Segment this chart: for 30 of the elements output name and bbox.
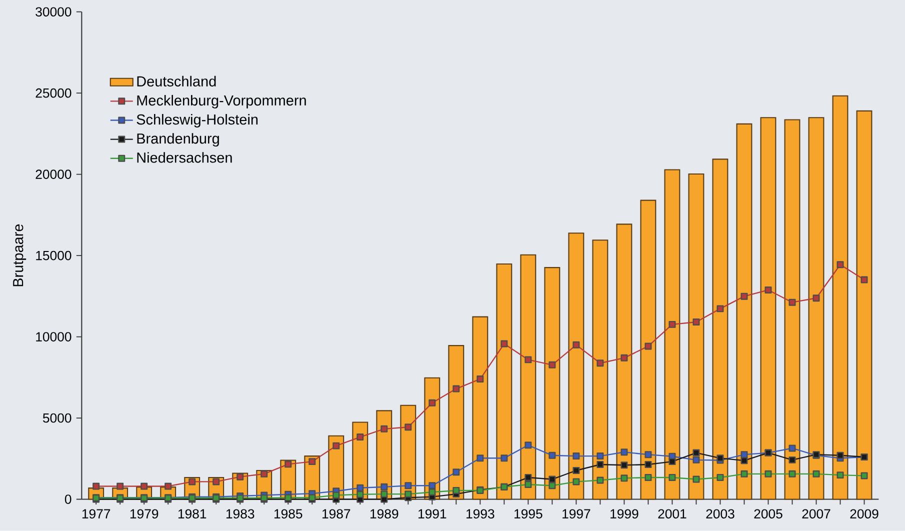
legend-label: Mecklenburg-Vorpommern: [137, 95, 306, 108]
legend-label: Niedersachsen: [137, 152, 232, 163]
legend-label: Brandenburg: [137, 133, 219, 147]
x-tick-label: 1983: [226, 509, 254, 519]
legend-label: Schleswig-Holstein: [136, 114, 258, 128]
x-tick-label: 1993: [466, 509, 494, 519]
y-tick-label: 30000: [36, 7, 72, 17]
x-tick-label: 2009: [850, 509, 878, 519]
x-tick-label: 2003: [706, 509, 734, 519]
x-tick-label: 1995: [514, 509, 542, 519]
x-tick-label: 1989: [370, 509, 398, 519]
y-axis-title: Brutpaare: [13, 224, 26, 286]
x-tick-label: 1999: [610, 509, 638, 519]
x-tick-label: 1987: [322, 509, 350, 519]
x-tick-label: 1979: [130, 509, 158, 519]
x-tick-label: 1991: [418, 509, 446, 519]
y-tick-label: 25000: [36, 88, 72, 98]
x-tick-label: 1981: [178, 509, 206, 519]
x-tick-label: 2005: [754, 509, 782, 519]
x-tick-label: 2001: [658, 509, 686, 519]
legend-label: Deutschland: [137, 76, 216, 87]
y-tick-label: 0: [64, 494, 72, 504]
y-tick-label: 15000: [36, 250, 72, 260]
y-tick-label: 20000: [36, 170, 72, 180]
y-tick-label: 10000: [36, 332, 72, 342]
x-tick-label: 1977: [82, 509, 110, 519]
x-tick-label: 2007: [802, 509, 830, 519]
y-tick-label: 5000: [42, 413, 72, 423]
x-tick-label: 1997: [562, 509, 590, 519]
x-tick-label: 1985: [274, 509, 302, 519]
